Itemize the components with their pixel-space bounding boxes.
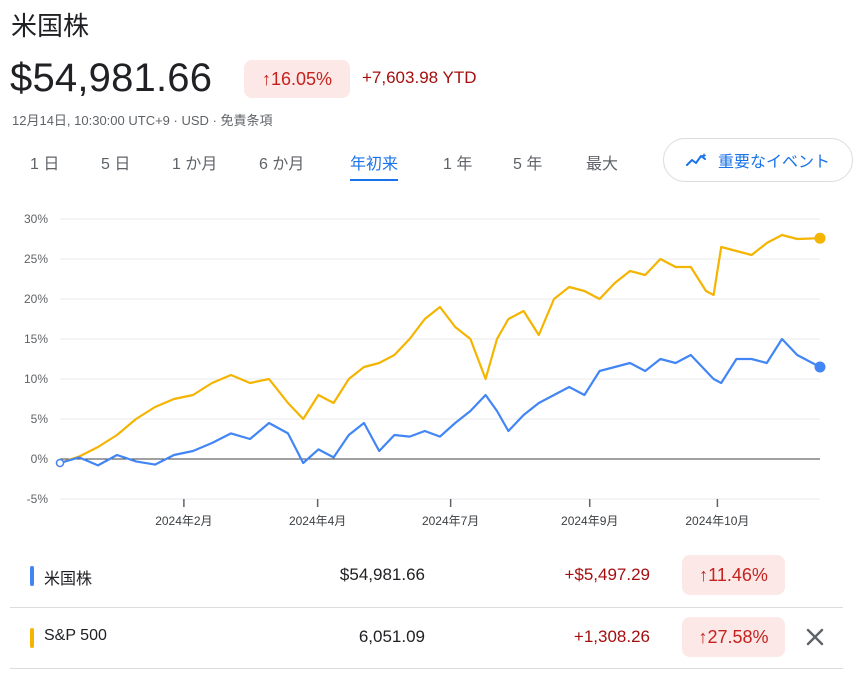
remove-comparison-close-icon[interactable] <box>802 624 828 650</box>
legend-change: +$5,497.29 <box>564 565 650 584</box>
legend-percent-badge: ↑11.46% <box>682 555 785 595</box>
change-percent-badge: ↑16.05% <box>244 60 350 98</box>
x-tick-label: 2024年9月 <box>561 514 618 528</box>
sp500-end-point <box>814 232 826 244</box>
key-events-button[interactable]: 重要なイベント <box>663 138 853 182</box>
portfolio-series-line <box>59 337 821 467</box>
tab-5y[interactable]: 5 年 <box>513 156 543 173</box>
range-tabs: 1 日 5 日 1 か月 6 か月 年初来 1 年 5 年 最大 <box>0 146 650 181</box>
y-tick-label: 10% <box>24 372 48 386</box>
y-tick-label: 15% <box>24 332 48 346</box>
x-tick-label: 2024年10月 <box>685 514 749 528</box>
legend-row-sp500: S&P 500 6,051.09 +1,308.26 ↑27.58% <box>10 607 843 669</box>
legend-percent-badge: ↑27.58% <box>682 617 785 657</box>
y-tick-label: 30% <box>24 212 48 226</box>
current-price: $54,981.66 <box>10 56 213 100</box>
tab-max[interactable]: 最大 <box>586 156 619 173</box>
x-tick-label: 2024年2月 <box>155 514 212 528</box>
tab-6m[interactable]: 6 か月 <box>259 156 305 173</box>
sparkline-icon <box>685 153 707 166</box>
portfolio-color-swatch <box>30 566 34 586</box>
portfolio-end-point <box>814 361 826 373</box>
legend-name: 米国株 <box>44 571 93 588</box>
quote-meta: 12月14日, 10:30:00 UTC+9 · USD · 免責条項 <box>12 113 273 128</box>
legend-row-portfolio: 米国株 $54,981.66 +$5,497.29 ↑11.46% <box>10 546 843 606</box>
tab-1d[interactable]: 1 日 <box>30 156 60 173</box>
x-tick-label: 2024年7月 <box>422 514 479 528</box>
y-tick-label: 20% <box>24 292 48 306</box>
y-tick-label: 5% <box>31 412 49 426</box>
tab-ytd[interactable]: 年初来 <box>350 150 399 181</box>
y-tick-label: -5% <box>27 492 49 506</box>
x-tick-label: 2024年4月 <box>289 514 346 528</box>
legend-change: +1,308.26 <box>573 627 650 646</box>
portfolio-start-point <box>55 458 65 468</box>
tab-1m[interactable]: 1 か月 <box>172 156 218 173</box>
tab-5d[interactable]: 5 日 <box>101 156 131 173</box>
sp500-series-line <box>59 233 821 465</box>
performance-chart: 30% 25% 20% 15% 10% 5% 0% -5% 2024年2月 2024年4月 2024… <box>24 212 826 528</box>
legend-value: $54,981.66 <box>339 565 425 584</box>
legend-value: 6,051.09 <box>358 627 425 646</box>
legend-name: S&P 500 <box>44 627 107 644</box>
tab-1y[interactable]: 1 年 <box>443 156 473 173</box>
page-title: 米国株 <box>11 11 90 41</box>
y-tick-label: 25% <box>24 252 48 266</box>
sp500-color-swatch <box>30 628 34 648</box>
ytd-change: +7,603.98 YTD <box>362 68 477 87</box>
key-events-label: 重要なイベント <box>717 154 830 171</box>
y-tick-label: 0% <box>31 452 49 466</box>
